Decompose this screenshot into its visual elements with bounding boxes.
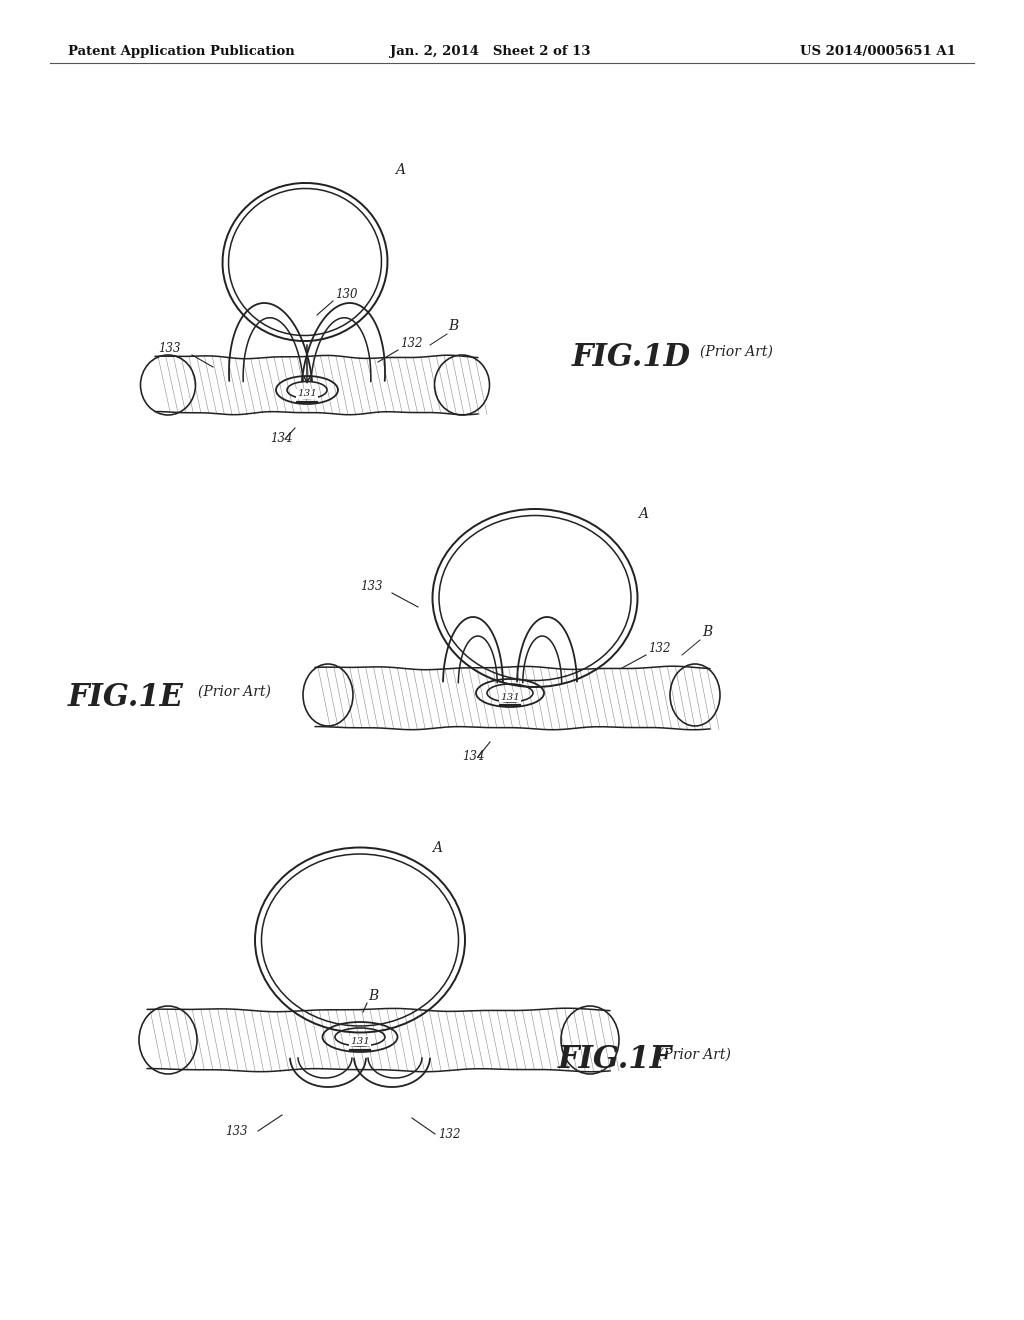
Text: (Prior Art): (Prior Art)	[198, 685, 271, 700]
Text: 133: 133	[360, 579, 383, 593]
Text: FIG.1D: FIG.1D	[572, 342, 691, 374]
Text: 131: 131	[297, 389, 317, 399]
Text: 132: 132	[648, 642, 671, 655]
Text: A: A	[432, 841, 442, 855]
Text: B: B	[368, 989, 378, 1003]
Text: 131: 131	[350, 1036, 370, 1045]
Text: 133: 133	[158, 342, 180, 355]
Text: 133: 133	[225, 1125, 248, 1138]
Text: B: B	[449, 319, 459, 333]
Text: US 2014/0005651 A1: US 2014/0005651 A1	[800, 45, 956, 58]
Text: Jan. 2, 2014   Sheet 2 of 13: Jan. 2, 2014 Sheet 2 of 13	[390, 45, 590, 58]
Text: B: B	[702, 624, 713, 639]
Text: A: A	[395, 162, 406, 177]
Text: A: A	[638, 507, 648, 521]
Text: 130: 130	[335, 288, 357, 301]
Text: 134: 134	[270, 432, 293, 445]
Text: Patent Application Publication: Patent Application Publication	[68, 45, 295, 58]
Text: (Prior Art): (Prior Art)	[700, 345, 773, 359]
Text: FIG.1E: FIG.1E	[68, 681, 184, 713]
Text: 134: 134	[462, 750, 484, 763]
Text: 131: 131	[500, 693, 520, 701]
Text: FIG.1F: FIG.1F	[558, 1044, 672, 1076]
Text: 132: 132	[400, 337, 423, 350]
Text: (Prior Art): (Prior Art)	[658, 1048, 731, 1063]
Text: 132: 132	[438, 1129, 461, 1140]
